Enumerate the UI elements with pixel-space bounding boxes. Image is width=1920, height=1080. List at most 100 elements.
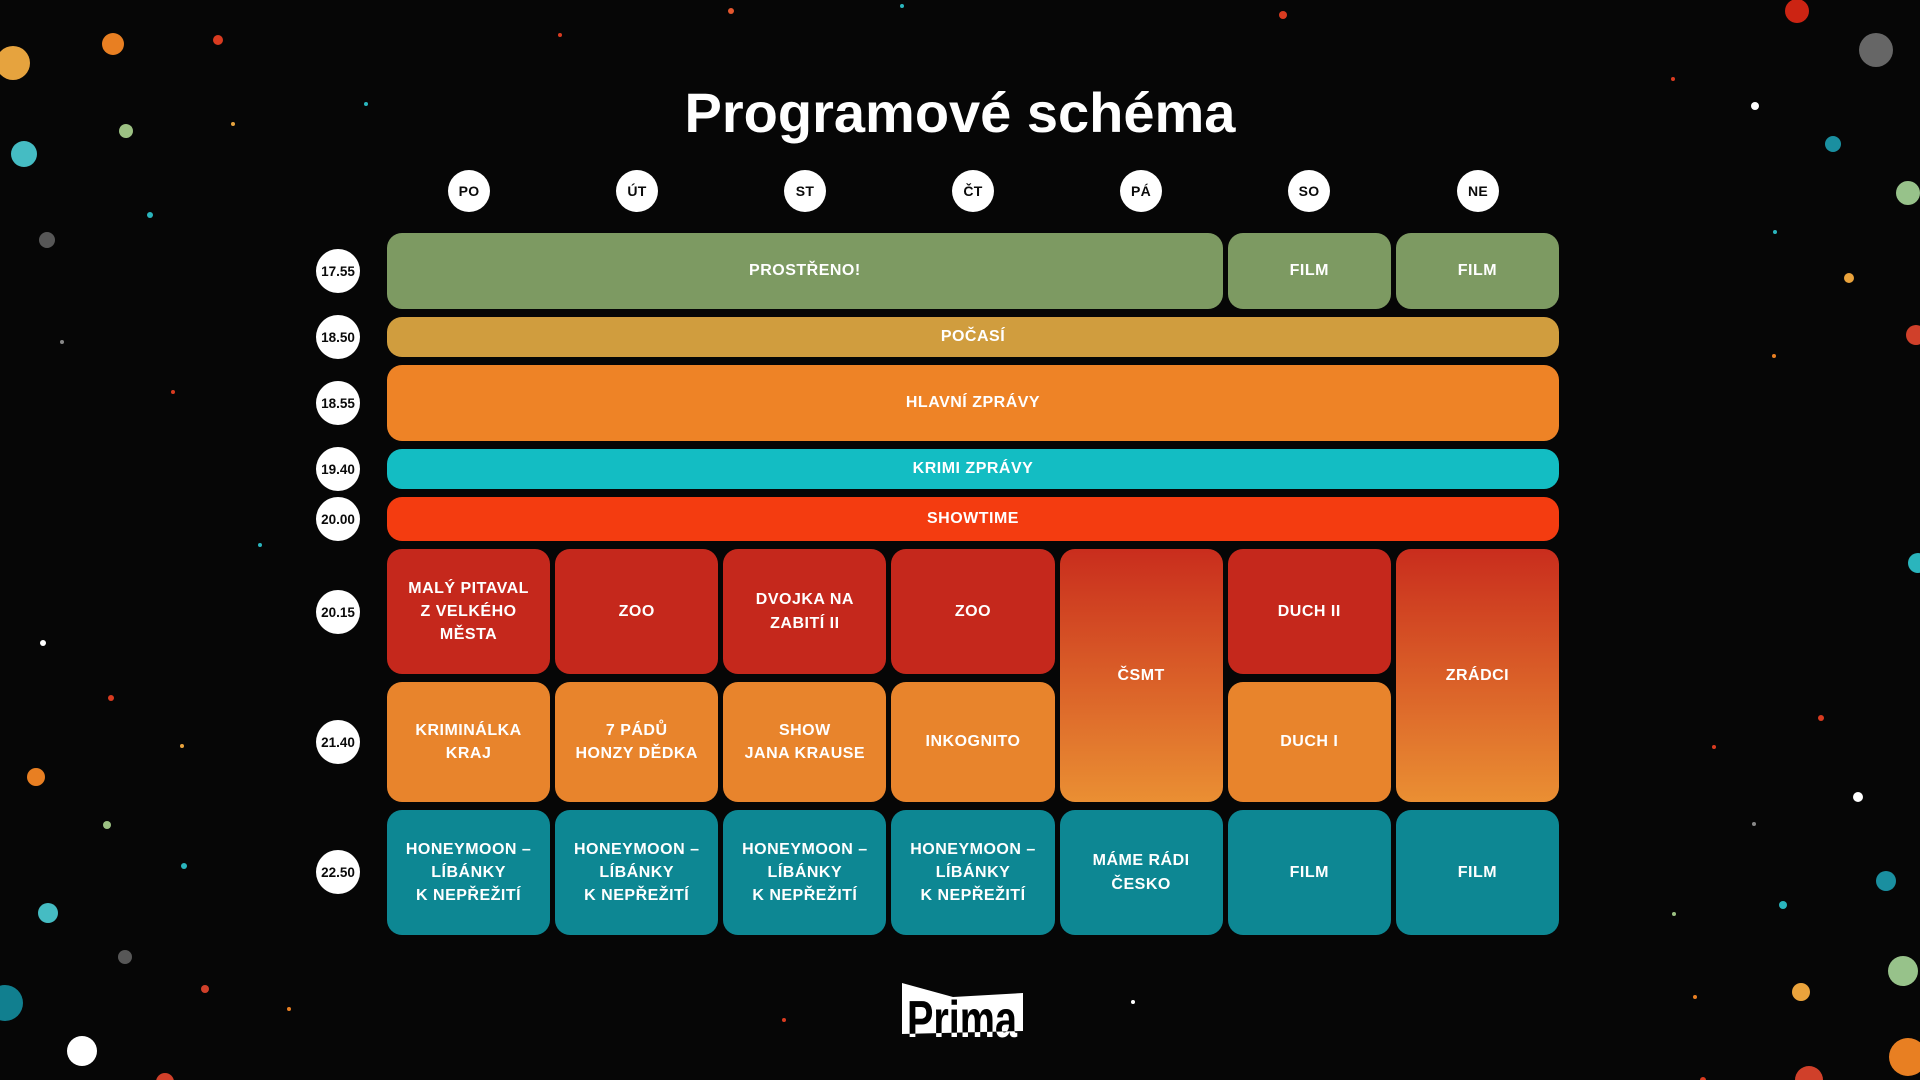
background-dot (1773, 230, 1777, 234)
background-dot (67, 1036, 97, 1066)
program-block-krimi-zpravy: KRIMI ZPRÁVY (387, 449, 1559, 489)
background-dot (38, 903, 58, 923)
background-dot (1751, 102, 1759, 110)
day-badge-pa: PÁ (1120, 170, 1162, 212)
background-dot (1889, 1038, 1920, 1076)
background-dot (782, 1018, 786, 1022)
background-dot (1853, 792, 1863, 802)
program-block-zradci: ZRÁDCI (1395, 549, 1559, 802)
background-dot (1844, 273, 1854, 283)
background-dot (1825, 136, 1841, 152)
background-dot (0, 46, 30, 80)
background-dot (1671, 77, 1675, 81)
day-badge-ne: NE (1457, 170, 1499, 212)
background-dot (258, 543, 262, 547)
time-badge-1940: 19.40 (316, 447, 360, 491)
background-dot (1906, 325, 1920, 345)
program-block-kriminalka-kraj: KRIMINÁLKA KRAJ (387, 682, 551, 802)
time-badge-2250: 22.50 (316, 850, 360, 894)
background-dot (147, 212, 153, 218)
program-block-7-padu: 7 PÁDŮ HONZY DĚDKA (555, 682, 719, 802)
program-block-maly-pitaval: MALÝ PITAVAL Z VELKÉHO MĚSTA (387, 549, 551, 674)
background-dot (1279, 11, 1287, 19)
background-dot (900, 4, 904, 8)
background-dot (1888, 956, 1918, 986)
day-badge-po: PO (448, 170, 490, 212)
background-dot (181, 863, 187, 869)
background-dot (119, 124, 133, 138)
program-block-show-jana-krause: SHOW JANA KRAUSE (723, 682, 887, 802)
program-block-showtime: SHOWTIME (387, 497, 1559, 541)
day-badge-st: ST (784, 170, 826, 212)
background-dot (558, 33, 562, 37)
program-block-honeymoon-ut: HONEYMOON – LÍBÁNKY K NEPŘEŽITÍ (555, 810, 719, 935)
program-block-duch-ii: DUCH II (1227, 549, 1391, 674)
program-block-film-ne-2250: FILM (1395, 810, 1559, 935)
program-block-zoo-ct: ZOO (891, 549, 1055, 674)
program-block-prostreno: PROSTŘENO! (387, 233, 1223, 309)
background-dot (11, 141, 37, 167)
program-block-dvojka-na-zabiti: DVOJKA NA ZABITÍ II (723, 549, 887, 674)
program-block-film-so-2250: FILM (1227, 810, 1391, 935)
background-dot (171, 390, 175, 394)
time-badge-1855: 18.55 (316, 381, 360, 425)
background-dot (1876, 871, 1896, 891)
background-dot (156, 1073, 174, 1080)
background-dot (118, 950, 132, 964)
background-dot (0, 985, 23, 1021)
day-badge-ct: ČT (952, 170, 994, 212)
background-dot (1908, 553, 1920, 573)
background-dot (108, 695, 114, 701)
schedule-grid: PROSTŘENO! FILM FILM POČASÍ HLAVNÍ ZPRÁV… (387, 233, 1559, 935)
time-badge-2000: 20.00 (316, 497, 360, 541)
background-dot (60, 340, 64, 344)
background-dot (1859, 33, 1893, 67)
background-dot (103, 821, 111, 829)
background-dot (213, 35, 223, 45)
program-block-pocasi: POČASÍ (387, 317, 1559, 357)
background-dot (201, 985, 209, 993)
time-badge-1850: 18.50 (316, 315, 360, 359)
page-title: Programové schéma (684, 80, 1236, 144)
background-dot (1896, 181, 1920, 205)
background-dot (1818, 715, 1824, 721)
background-dot (1785, 0, 1809, 23)
program-block-mame-radi-cesko: MÁME RÁDI ČESKO (1059, 810, 1223, 935)
program-block-inkognito: INKOGNITO (891, 682, 1055, 802)
background-dot (1672, 912, 1676, 916)
background-dot (1752, 822, 1756, 826)
background-dot (728, 8, 734, 14)
program-block-hlavni-zpravy: HLAVNÍ ZPRÁVY (387, 365, 1559, 441)
background-dot (27, 768, 45, 786)
prima-logo-flag-icon: Prima (902, 983, 1023, 1049)
background-dot (39, 232, 55, 248)
prima-logo: Prima (895, 975, 1025, 1049)
background-dot (287, 1007, 291, 1011)
background-dot (40, 640, 46, 646)
day-badge-so: SO (1288, 170, 1330, 212)
program-block-honeymoon-st: HONEYMOON – LÍBÁNKY K NEPŘEŽITÍ (723, 810, 887, 935)
background-dot (1779, 901, 1787, 909)
prima-logo-text: Prima (907, 991, 1018, 1045)
background-dot (1792, 983, 1810, 1001)
time-badge-2140: 21.40 (316, 720, 360, 764)
background-dot (231, 122, 235, 126)
program-block-honeymoon-ct: HONEYMOON – LÍBÁNKY K NEPŘEŽITÍ (891, 810, 1055, 935)
program-block-zoo-ut: ZOO (555, 549, 719, 674)
program-block-csmt: ČSMT (1059, 549, 1223, 802)
program-block-honeymoon-po: HONEYMOON – LÍBÁNKY K NEPŘEŽITÍ (387, 810, 551, 935)
background-dot (1131, 1000, 1135, 1004)
background-dot (364, 102, 368, 106)
time-badge-1755: 17.55 (316, 249, 360, 293)
background-dot (1700, 1077, 1706, 1080)
program-block-film-so-1755: FILM (1227, 233, 1391, 309)
background-dot (1795, 1066, 1823, 1080)
time-badge-2015: 20.15 (316, 590, 360, 634)
background-dot (1712, 745, 1716, 749)
background-dot (1772, 354, 1776, 358)
background-dot (180, 744, 184, 748)
background-dot (102, 33, 124, 55)
program-block-duch-i: DUCH I (1227, 682, 1391, 802)
